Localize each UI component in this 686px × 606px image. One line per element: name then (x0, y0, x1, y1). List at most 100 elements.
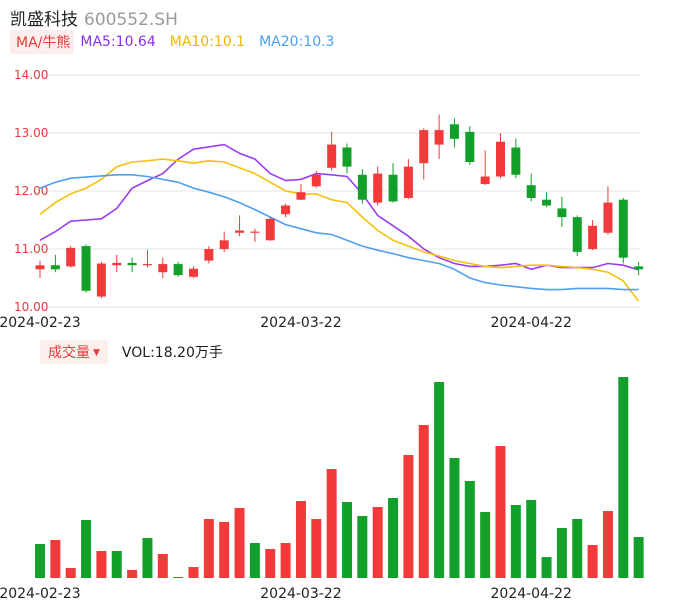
volume-bars (35, 377, 644, 578)
price-x-tick-label: 2024-03-22 (260, 315, 341, 331)
volume-bar (249, 543, 260, 578)
volume-bar (633, 537, 644, 578)
candle-body (281, 205, 291, 215)
candle-body (634, 266, 644, 270)
price-y-tick-label: 14.00 (14, 68, 48, 82)
volume-bar (587, 545, 598, 578)
volume-bar (311, 519, 322, 578)
candle-body (403, 166, 413, 198)
volume-bar (111, 551, 122, 578)
candle-body (327, 144, 337, 168)
candle-body (204, 249, 214, 261)
candle-body (219, 240, 229, 249)
volume-bar (295, 501, 306, 578)
candle-body (526, 185, 536, 198)
candle-body (542, 199, 552, 206)
candle-body (419, 130, 429, 164)
candle-body (189, 268, 198, 277)
candle-body (81, 246, 91, 291)
volume-bar (541, 557, 552, 578)
volume-bar (602, 511, 613, 578)
price-grid (42, 74, 640, 308)
candle-body (480, 176, 490, 185)
candle-body (235, 230, 245, 233)
price-x-axis: 2024-02-23 2024-03-22 2024-04-22 (0, 315, 572, 331)
price-y-tick-label: 12.00 (14, 184, 48, 198)
ma-indicator-selector[interactable]: MA/牛熊 (10, 30, 75, 54)
volume-bar (326, 469, 337, 578)
volume-bar (388, 498, 399, 578)
volume-bar (234, 508, 245, 578)
volume-bar (495, 446, 506, 578)
volume-bar (449, 458, 460, 578)
candle-body (112, 262, 122, 266)
volume-selector-label: 成交量 (48, 345, 90, 361)
volume-bar (434, 382, 445, 578)
ma5-value: MA5:10.64 (80, 34, 156, 50)
volume-bar (96, 551, 107, 578)
price-y-tick-label: 11.00 (14, 242, 48, 256)
volume-bar (219, 522, 230, 578)
candlesticks (35, 114, 644, 299)
candle-body (388, 174, 398, 202)
price-y-tick-label: 10.00 (14, 300, 48, 314)
price-x-tick-label: 2024-02-23 (0, 315, 81, 331)
candle-body (35, 265, 45, 270)
stock-title: 凯盛科技 600552.SH (10, 5, 178, 30)
candle-body (572, 217, 582, 252)
candle-body (557, 208, 567, 218)
volume-bar (35, 544, 45, 578)
ma-lines (39, 143, 640, 302)
volume-x-tick-label: 2024-03-22 (260, 586, 341, 602)
volume-bar (372, 507, 383, 578)
candle-body (465, 131, 475, 162)
volume-bar (280, 543, 291, 578)
candle-body (96, 263, 106, 297)
candle-body (357, 174, 367, 200)
volume-bar (403, 455, 414, 578)
ma20-line (39, 174, 639, 291)
volume-bar (203, 519, 214, 578)
caret-down-icon: ▼ (93, 348, 100, 358)
candle-body (342, 147, 352, 167)
volume-bar (510, 505, 521, 578)
ma10-line (39, 158, 640, 302)
candle-body (127, 262, 137, 266)
volume-bar (142, 538, 153, 578)
candle-body (603, 202, 613, 233)
candle-body (434, 130, 444, 145)
volume-bar (556, 528, 567, 578)
price-y-axis: 10.00 11.00 12.00 13.00 14.00 (14, 68, 48, 314)
volume-bar (65, 568, 76, 578)
volume-legend: 成交量 ▼ VOL:18.20万手 (40, 340, 223, 364)
volume-bar (157, 554, 168, 578)
volume-x-tick-label: 2024-04-22 (491, 586, 572, 602)
volume-bar (464, 481, 475, 578)
volume-bar (50, 540, 61, 578)
volume-bar (127, 570, 138, 578)
candle-body (158, 264, 168, 273)
volume-bar (81, 520, 92, 578)
price-x-tick-label: 2024-04-22 (491, 315, 572, 331)
volume-bar (357, 516, 368, 578)
volume-bar (526, 500, 537, 578)
volume-bar (173, 577, 184, 578)
volume-bar (265, 549, 276, 578)
candle-body (142, 264, 152, 266)
volume-bar (480, 512, 491, 578)
volume-bar (342, 502, 352, 578)
candle-body (449, 124, 459, 139)
volume-value: VOL:18.20万手 (121, 345, 223, 361)
volume-x-tick-label: 2024-02-23 (0, 586, 81, 602)
candle-body (50, 265, 60, 270)
candle-body (250, 231, 260, 233)
volume-bar (188, 567, 199, 578)
candle-body (296, 192, 306, 200)
ma-legend: MA/牛熊 MA5:10.64 MA10:10.1 MA20:10.3 (10, 30, 334, 54)
volume-indicator-selector[interactable]: 成交量 ▼ (40, 340, 108, 364)
volume-bar (418, 425, 429, 578)
candle-body (496, 141, 505, 177)
candle-body (311, 174, 321, 187)
candle-body (173, 264, 183, 276)
